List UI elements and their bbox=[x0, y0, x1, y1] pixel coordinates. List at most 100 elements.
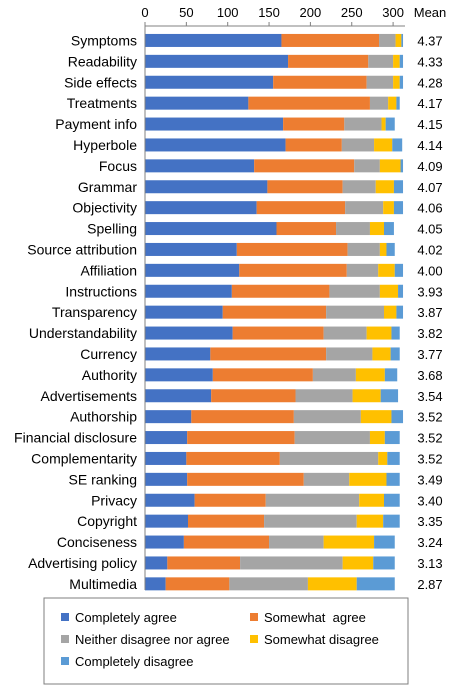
category-label: Multimedia bbox=[69, 576, 137, 592]
mean-column-header: Mean bbox=[414, 5, 447, 20]
bar-payment-info-somewhat-disagree bbox=[381, 117, 386, 131]
bar-readability-somewhat-disagree bbox=[393, 54, 400, 68]
bar-financial-disclosure-neither-disagree-nor-agree bbox=[294, 431, 370, 445]
bar-authority-neither-disagree-nor-agree bbox=[312, 368, 356, 382]
bar-understandability-completely-disagree bbox=[391, 326, 400, 340]
bar-multimedia-completely-disagree bbox=[356, 577, 395, 591]
mean-value: 3.87 bbox=[417, 305, 442, 320]
bar-currency-completely-disagree bbox=[390, 347, 400, 361]
bar-spelling-completely-disagree bbox=[384, 222, 394, 236]
mean-value: 4.09 bbox=[417, 159, 442, 174]
bar-payment-info-completely-disagree bbox=[385, 117, 395, 131]
bar-authority-completely-disagree bbox=[384, 368, 398, 382]
bar-conciseness-somewhat-disagree bbox=[323, 535, 375, 549]
bar-complementarity-neither-disagree-nor-agree bbox=[279, 451, 379, 465]
bar-symptoms-somewhat-disagree bbox=[395, 33, 402, 47]
mean-value: 3.68 bbox=[417, 368, 442, 383]
bar-conciseness-completely-agree bbox=[145, 535, 184, 549]
bar-source-attribution-neither-disagree-nor-agree bbox=[347, 242, 380, 256]
bar-privacy-completely-agree bbox=[145, 493, 195, 507]
bar-grammar-somewhat-agree bbox=[267, 180, 343, 194]
bar-spelling-somewhat-agree bbox=[276, 222, 337, 236]
bar-transparency-completely-disagree bbox=[396, 305, 404, 319]
bar-multimedia-neither-disagree-nor-agree bbox=[229, 577, 308, 591]
category-label: Understandability bbox=[29, 325, 137, 341]
bar-copyright-neither-disagree-nor-agree bbox=[264, 514, 357, 528]
mean-value: 3.52 bbox=[417, 410, 442, 425]
mean-value: 4.02 bbox=[417, 242, 442, 257]
bar-understandability-somewhat-agree bbox=[232, 326, 324, 340]
bar-objectivity-somewhat-agree bbox=[256, 201, 346, 215]
bar-objectivity-somewhat-disagree bbox=[383, 201, 394, 215]
bar-source-attribution-somewhat-disagree bbox=[379, 242, 387, 256]
legend-label: Neither disagree nor agree bbox=[75, 632, 230, 647]
bar-advertisements-neither-disagree-nor-agree bbox=[295, 389, 353, 403]
category-label: Authority bbox=[82, 367, 137, 383]
bar-authorship-somewhat-disagree bbox=[360, 410, 392, 424]
bar-hyperbole-somewhat-disagree bbox=[374, 138, 393, 152]
bar-focus-somewhat-agree bbox=[254, 159, 355, 173]
bar-financial-disclosure-somewhat-disagree bbox=[369, 431, 385, 445]
bar-affiliation-completely-agree bbox=[145, 263, 240, 277]
x-tick-label: 100 bbox=[217, 5, 239, 20]
category-label: Privacy bbox=[91, 492, 137, 508]
category-label: Objectivity bbox=[72, 200, 137, 216]
x-tick-label: 300 bbox=[382, 5, 404, 20]
bar-payment-info-neither-disagree-nor-agree bbox=[344, 117, 382, 131]
bar-side-effects-somewhat-agree bbox=[273, 75, 367, 89]
bar-symptoms-somewhat-agree bbox=[281, 33, 380, 47]
bar-financial-disclosure-somewhat-agree bbox=[187, 431, 295, 445]
bar-se-ranking-somewhat-agree bbox=[187, 472, 304, 486]
bar-side-effects-neither-disagree-nor-agree bbox=[366, 75, 394, 89]
bar-se-ranking-completely-agree bbox=[145, 472, 188, 486]
mean-value: 4.14 bbox=[417, 138, 442, 153]
bar-instructions-completely-disagree bbox=[398, 284, 404, 298]
bar-complementarity-somewhat-agree bbox=[186, 451, 280, 465]
bar-privacy-completely-disagree bbox=[384, 493, 400, 507]
bar-affiliation-somewhat-agree bbox=[239, 263, 347, 277]
mean-value: 3.52 bbox=[417, 451, 442, 466]
bar-advertising-policy-somewhat-agree bbox=[167, 556, 241, 570]
mean-value: 3.49 bbox=[417, 472, 442, 487]
bar-advertisements-somewhat-disagree bbox=[352, 389, 381, 403]
bar-symptoms-completely-disagree bbox=[401, 33, 404, 47]
bar-spelling-somewhat-disagree bbox=[369, 222, 385, 236]
bar-source-attribution-completely-agree bbox=[145, 242, 237, 256]
bar-conciseness-completely-disagree bbox=[374, 535, 395, 549]
x-tick-label: 150 bbox=[258, 5, 280, 20]
category-label: Conciseness bbox=[57, 534, 137, 550]
bar-readability-completely-disagree bbox=[399, 54, 404, 68]
bar-treatments-completely-agree bbox=[145, 96, 249, 110]
category-label: Financial disclosure bbox=[14, 430, 137, 446]
bar-authority-somewhat-disagree bbox=[355, 368, 385, 382]
bar-focus-somewhat-disagree bbox=[379, 159, 401, 173]
bar-readability-somewhat-agree bbox=[288, 54, 369, 68]
category-label: Source attribution bbox=[27, 241, 137, 257]
legend-swatch bbox=[250, 613, 258, 621]
bar-transparency-neither-disagree-nor-agree bbox=[326, 305, 385, 319]
legend-swatch bbox=[61, 635, 69, 643]
mean-value: 4.33 bbox=[417, 54, 442, 69]
bar-hyperbole-completely-agree bbox=[145, 138, 286, 152]
category-label: Grammar bbox=[78, 179, 137, 195]
category-label: Spelling bbox=[87, 221, 137, 237]
mean-value: 4.15 bbox=[417, 117, 442, 132]
x-tick-label: 250 bbox=[341, 5, 363, 20]
mean-value: 3.35 bbox=[417, 514, 442, 529]
bar-payment-info-completely-agree bbox=[145, 117, 284, 131]
mean-value: 4.28 bbox=[417, 75, 442, 90]
x-tick-label: 50 bbox=[179, 5, 193, 20]
bar-privacy-neither-disagree-nor-agree bbox=[265, 493, 360, 507]
bar-advertising-policy-completely-disagree bbox=[373, 556, 395, 570]
bar-spelling-neither-disagree-nor-agree bbox=[336, 222, 370, 236]
category-label: Treatments bbox=[67, 95, 137, 111]
bar-currency-neither-disagree-nor-agree bbox=[326, 347, 373, 361]
bar-conciseness-neither-disagree-nor-agree bbox=[269, 535, 324, 549]
mean-value: 3.40 bbox=[417, 493, 442, 508]
bar-segments bbox=[145, 33, 404, 591]
bar-source-attribution-completely-disagree bbox=[386, 242, 395, 256]
legend: Completely agree Somewhat agree Neither di… bbox=[61, 610, 379, 669]
bar-advertisements-completely-disagree bbox=[380, 389, 399, 403]
bar-source-attribution-somewhat-agree bbox=[236, 242, 348, 256]
